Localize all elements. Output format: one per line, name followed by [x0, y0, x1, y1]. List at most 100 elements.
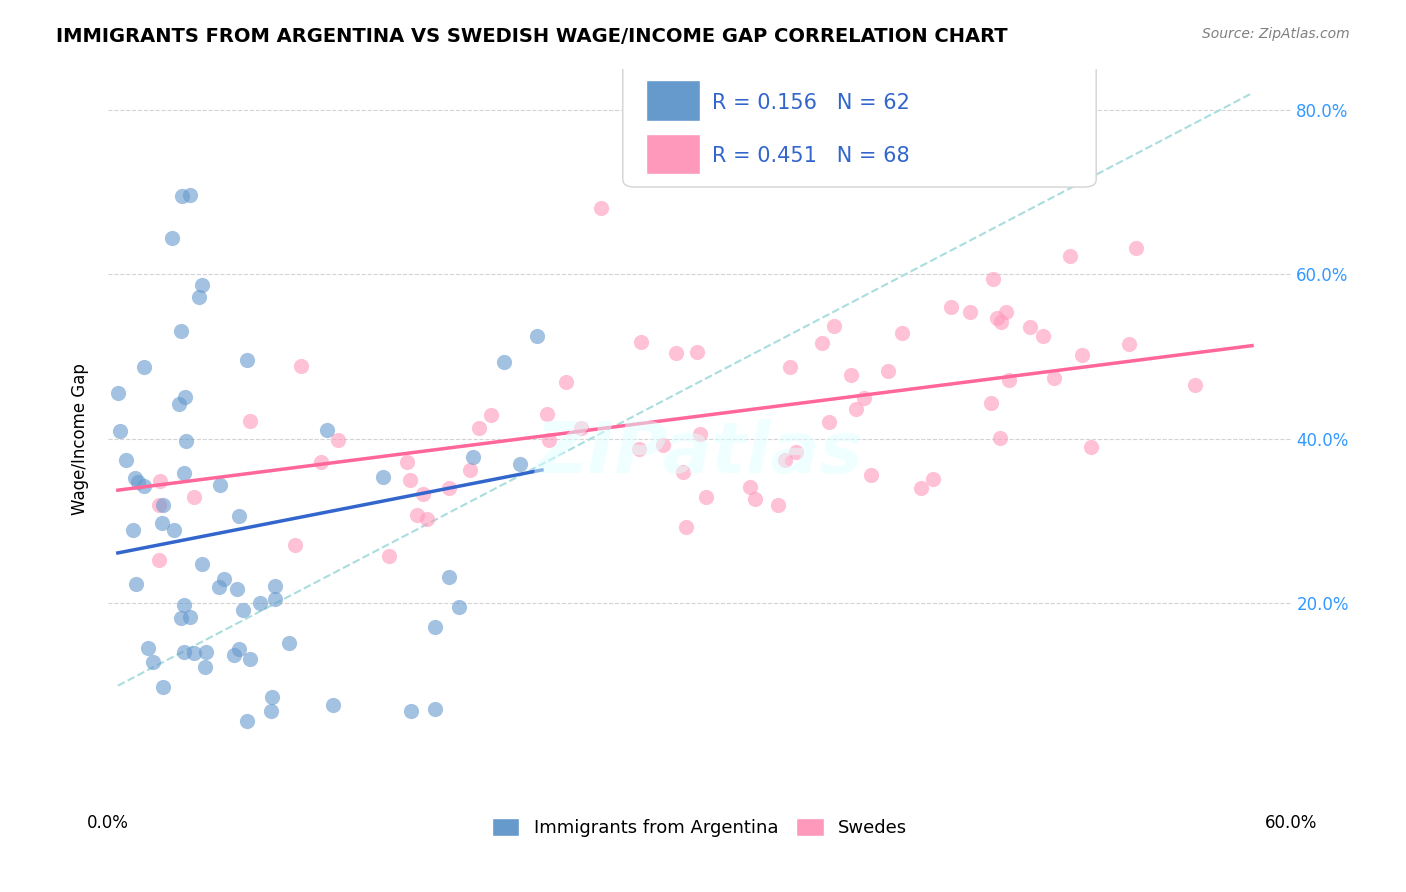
- Point: [891, 326, 914, 340]
- Point: [236, 714, 259, 728]
- Y-axis label: Wage/Income Gap: Wage/Income Gap: [72, 363, 89, 515]
- Point: [630, 334, 652, 349]
- Point: [1018, 319, 1040, 334]
- Point: [142, 655, 165, 669]
- Point: [686, 345, 709, 359]
- Point: [1043, 371, 1066, 385]
- Point: [845, 402, 868, 417]
- Point: [817, 415, 839, 429]
- Point: [823, 318, 845, 333]
- Point: [194, 660, 217, 674]
- Point: [260, 690, 283, 705]
- Point: [191, 557, 214, 571]
- Point: [959, 305, 981, 319]
- Point: [191, 278, 214, 293]
- Point: [326, 433, 349, 447]
- FancyBboxPatch shape: [623, 54, 1097, 187]
- Point: [132, 478, 155, 492]
- Point: [877, 364, 900, 378]
- Text: IMMIGRANTS FROM ARGENTINA VS SWEDISH WAGE/INCOME GAP CORRELATION CHART: IMMIGRANTS FROM ARGENTINA VS SWEDISH WAG…: [56, 27, 1008, 45]
- Point: [127, 475, 149, 490]
- Point: [447, 600, 470, 615]
- Point: [163, 524, 186, 538]
- Point: [910, 481, 932, 495]
- Point: [235, 353, 257, 368]
- Point: [994, 305, 1017, 319]
- Point: [249, 596, 271, 610]
- Point: [114, 452, 136, 467]
- Point: [173, 645, 195, 659]
- Point: [986, 310, 1008, 325]
- Point: [479, 408, 502, 422]
- Point: [492, 354, 515, 368]
- Point: [170, 611, 193, 625]
- Point: [853, 392, 876, 406]
- Point: [228, 642, 250, 657]
- Point: [232, 602, 254, 616]
- Point: [921, 473, 943, 487]
- Point: [405, 508, 427, 522]
- Point: [773, 453, 796, 467]
- Point: [209, 478, 232, 492]
- Point: [689, 426, 711, 441]
- Point: [148, 553, 170, 567]
- Point: [554, 375, 576, 389]
- Point: [188, 290, 211, 304]
- Point: [437, 481, 460, 495]
- Text: R = 0.451   N = 68: R = 0.451 N = 68: [711, 146, 910, 166]
- Point: [1059, 249, 1081, 263]
- Point: [149, 475, 172, 489]
- Point: [371, 470, 394, 484]
- Point: [278, 636, 301, 650]
- Point: [284, 538, 307, 552]
- Text: ZIPatlas: ZIPatlas: [536, 419, 863, 488]
- Point: [183, 646, 205, 660]
- Point: [1032, 329, 1054, 343]
- Text: Source: ZipAtlas.com: Source: ZipAtlas.com: [1202, 27, 1350, 41]
- Point: [179, 610, 201, 624]
- Point: [226, 582, 249, 597]
- Point: [167, 397, 190, 411]
- Point: [939, 300, 962, 314]
- Point: [108, 424, 131, 438]
- Point: [395, 455, 418, 469]
- Point: [160, 231, 183, 245]
- Point: [152, 498, 174, 512]
- Point: [399, 704, 422, 718]
- Point: [107, 385, 129, 400]
- Point: [309, 455, 332, 469]
- Point: [627, 442, 650, 457]
- Point: [260, 704, 283, 718]
- Point: [665, 345, 688, 359]
- Point: [150, 516, 173, 531]
- Point: [228, 509, 250, 524]
- Point: [132, 359, 155, 374]
- Point: [263, 591, 285, 606]
- Point: [463, 450, 485, 464]
- Point: [170, 324, 193, 338]
- Point: [536, 407, 558, 421]
- Point: [860, 467, 883, 482]
- Point: [239, 652, 262, 666]
- Point: [526, 329, 548, 343]
- Legend: Immigrants from Argentina, Swedes: Immigrants from Argentina, Swedes: [485, 811, 914, 845]
- Point: [412, 487, 434, 501]
- Point: [124, 471, 146, 485]
- Point: [125, 577, 148, 591]
- Point: [1118, 337, 1140, 351]
- Point: [738, 480, 761, 494]
- Point: [1071, 348, 1094, 362]
- Point: [785, 445, 807, 459]
- Point: [179, 188, 201, 202]
- Point: [121, 524, 143, 538]
- Point: [766, 498, 789, 512]
- Point: [671, 465, 693, 479]
- Point: [980, 396, 1002, 410]
- Point: [423, 620, 446, 634]
- Point: [152, 680, 174, 694]
- Point: [148, 498, 170, 512]
- Point: [322, 698, 344, 713]
- Point: [981, 272, 1004, 286]
- Point: [537, 433, 560, 447]
- Point: [1125, 241, 1147, 255]
